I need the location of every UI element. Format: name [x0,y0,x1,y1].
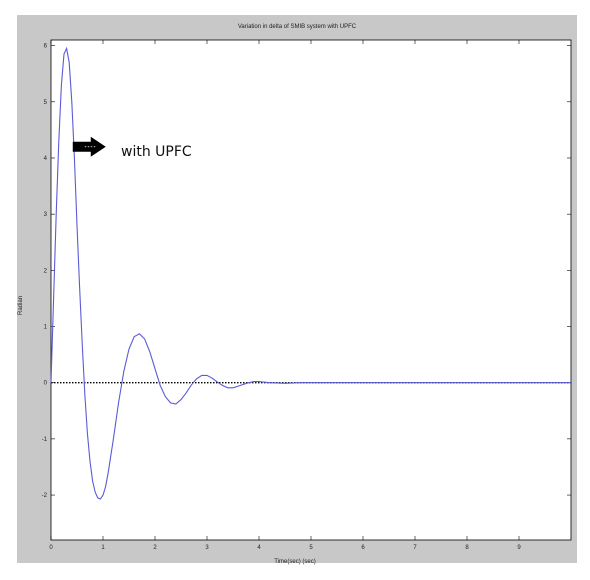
x-tick-label: 8 [465,545,469,551]
annotation-label: with UPFC [121,144,192,160]
x-tick-label: 3 [205,545,209,551]
series-line-0 [50,46,571,500]
x-tick-label: 6 [361,545,365,551]
y-axis-label: Radian [18,295,24,315]
y-tick-label: 5 [44,100,48,106]
y-tick-label: 4 [44,156,48,162]
y-tick-label: 6 [44,44,48,50]
x-tick-label: 5 [309,545,313,551]
y-tick-label: 1 [44,325,48,331]
chart-title: Variation in delta of SMIB system with U… [237,24,357,30]
y-tick-label: 2 [44,268,48,274]
x-tick-label: 0 [49,545,53,551]
x-tick-label: 2 [153,545,157,551]
y-tick-label: 0 [44,381,48,387]
y-tick-label: -2 [42,493,48,499]
y-tick-label: 3 [44,212,48,218]
plot-area [50,39,572,541]
x-tick-label: 1 [101,545,105,551]
x-axis-label: Time(sec) (sec) [274,559,316,565]
x-tick-label: 4 [257,545,261,551]
x-tick-label: 7 [413,545,417,551]
y-tick-label: -1 [42,437,48,443]
right-arrow-icon [72,136,106,157]
x-tick-label: 9 [517,545,521,551]
